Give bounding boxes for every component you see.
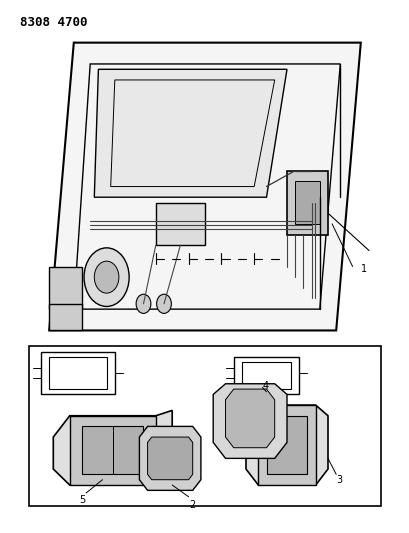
Polygon shape [53, 410, 172, 485]
Polygon shape [266, 416, 307, 474]
Text: 1: 1 [360, 264, 366, 274]
Polygon shape [49, 304, 82, 330]
Polygon shape [213, 384, 286, 458]
Polygon shape [139, 426, 200, 490]
Polygon shape [94, 69, 286, 197]
Polygon shape [258, 405, 315, 485]
Polygon shape [147, 437, 192, 480]
Text: 3: 3 [335, 475, 342, 484]
Polygon shape [49, 43, 360, 330]
Polygon shape [225, 389, 274, 448]
Polygon shape [70, 416, 155, 485]
Polygon shape [49, 266, 82, 309]
Bar [294, 181, 319, 224]
Bar [29, 346, 380, 506]
Circle shape [136, 294, 151, 313]
Text: 2: 2 [189, 500, 196, 510]
Text: 8308 4700: 8308 4700 [20, 16, 88, 29]
Circle shape [84, 248, 129, 306]
Polygon shape [82, 426, 143, 474]
Bar [155, 203, 204, 245]
Polygon shape [245, 405, 327, 485]
Text: 5: 5 [79, 495, 85, 505]
Text: 4: 4 [262, 382, 268, 391]
Polygon shape [286, 171, 327, 235]
Circle shape [156, 294, 171, 313]
Circle shape [94, 261, 119, 293]
